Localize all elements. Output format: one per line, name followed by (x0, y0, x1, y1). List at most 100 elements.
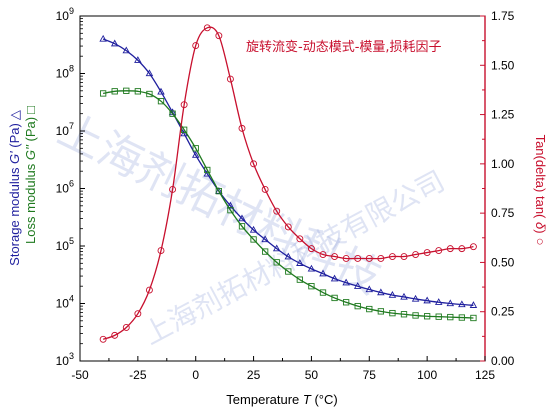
loss-title-pre: Loss modulus (23, 160, 38, 244)
storage-point (423, 296, 431, 304)
loss-point (308, 283, 315, 290)
y-left-tick-label: 103 (56, 351, 74, 368)
loss-point (377, 308, 385, 315)
loss-point (319, 289, 327, 296)
storage-point (261, 235, 269, 243)
y-left-tick-base: 10 (56, 182, 70, 196)
loss-point (180, 126, 188, 133)
tan-point (377, 255, 385, 262)
tan-point (111, 331, 119, 339)
loss-point (169, 110, 176, 117)
right-title-post: ) (533, 229, 548, 233)
x-tick-label: 125 (475, 368, 495, 382)
loss-point (389, 309, 396, 317)
storage-point (469, 301, 478, 308)
y-left-tick-label: 107 (56, 121, 74, 138)
y-right-tick-label: 1.75 (491, 9, 515, 23)
storage-point (353, 282, 362, 289)
loss-title-post: (Pa) (23, 117, 38, 145)
tan-point (145, 286, 153, 294)
tan-line (102, 26, 474, 340)
loss-point (400, 311, 408, 318)
series-layer (99, 24, 478, 343)
tan-point (412, 251, 420, 258)
square-legend-icon: □ (23, 106, 38, 114)
y-left-tick-label: 105 (56, 236, 74, 253)
x-tick-label: 75 (363, 368, 377, 382)
tan-point (192, 42, 200, 50)
tan-point (331, 253, 339, 260)
y-right-tick-label: 0.75 (491, 206, 515, 220)
tan-point (250, 160, 258, 168)
loss-series (99, 87, 477, 322)
loss-point (250, 236, 257, 243)
storage-point (272, 244, 281, 252)
tan-point (400, 253, 408, 260)
tan-point (261, 186, 269, 193)
tan-point (134, 310, 142, 318)
loss-point (111, 88, 118, 95)
y-right-tick-label: 1.25 (491, 108, 515, 122)
y-right-tick-label: 0.50 (491, 255, 515, 269)
storage-point (284, 252, 293, 260)
y-left-tick-base: 10 (56, 67, 70, 81)
loss-point (99, 90, 107, 97)
tan-point (296, 235, 304, 243)
loss-point (354, 302, 361, 310)
loss-point (412, 312, 419, 319)
loss-point (331, 294, 338, 302)
y-left-tick-exp: 3 (69, 351, 74, 361)
loss-point (285, 268, 292, 275)
x-tick-label: 0 (192, 368, 199, 382)
y-left-tick-label: 109 (56, 6, 74, 23)
storage-point (342, 278, 350, 286)
tan-point (273, 207, 281, 215)
loss-point (134, 88, 142, 95)
y-left-tick-label: 106 (56, 179, 74, 196)
y-left-tick-exp: 8 (69, 64, 74, 74)
loss-point (261, 248, 269, 255)
tan-point (307, 245, 315, 253)
y-left-tick-base: 10 (56, 297, 70, 311)
storage-point (377, 288, 385, 296)
tan-point (99, 335, 107, 343)
loss-title-var: G'' (23, 145, 38, 161)
storage-point (307, 264, 316, 272)
x-axis-title-pre: Temperature (226, 392, 303, 407)
tan-point (203, 24, 211, 32)
storage-point (388, 290, 397, 298)
x-tick-label: -50 (71, 368, 89, 382)
storage-point (249, 225, 258, 233)
right-title-var: δ (533, 222, 548, 230)
y-right-tick-label: 1.00 (491, 157, 515, 171)
y-left-tick-label: 104 (56, 294, 74, 311)
storage-point (215, 187, 223, 194)
tan-point (458, 245, 466, 253)
y-left-tick-base: 10 (56, 239, 70, 253)
watermark-large: 上海剂拓材料科技 (50, 104, 389, 304)
loss-point (215, 187, 223, 195)
storage-point (319, 269, 327, 277)
tan-point (238, 124, 246, 132)
storage-point (400, 292, 408, 300)
y-right-tick-label: 0.00 (491, 354, 515, 368)
storage-point (238, 214, 246, 222)
tan-point (169, 186, 177, 193)
storage-title-post: (Pa) (7, 123, 22, 151)
loss-point (192, 145, 199, 152)
loss-point (238, 223, 246, 230)
loss-point (435, 313, 442, 320)
y-right-tick-label: 0.25 (491, 305, 515, 319)
storage-point (446, 299, 455, 307)
x-axis-title-var: T (303, 392, 312, 407)
y-left-tick-exp: 4 (69, 294, 74, 304)
y-left-tick-base: 10 (56, 354, 70, 368)
right-title-pre: Tan(delta) tan( (533, 135, 548, 222)
loss-point (123, 87, 130, 94)
storage-point (365, 285, 374, 293)
tan-point (388, 253, 396, 260)
loss-point (447, 313, 454, 321)
storage-point (122, 46, 131, 54)
storage-point (434, 298, 443, 305)
